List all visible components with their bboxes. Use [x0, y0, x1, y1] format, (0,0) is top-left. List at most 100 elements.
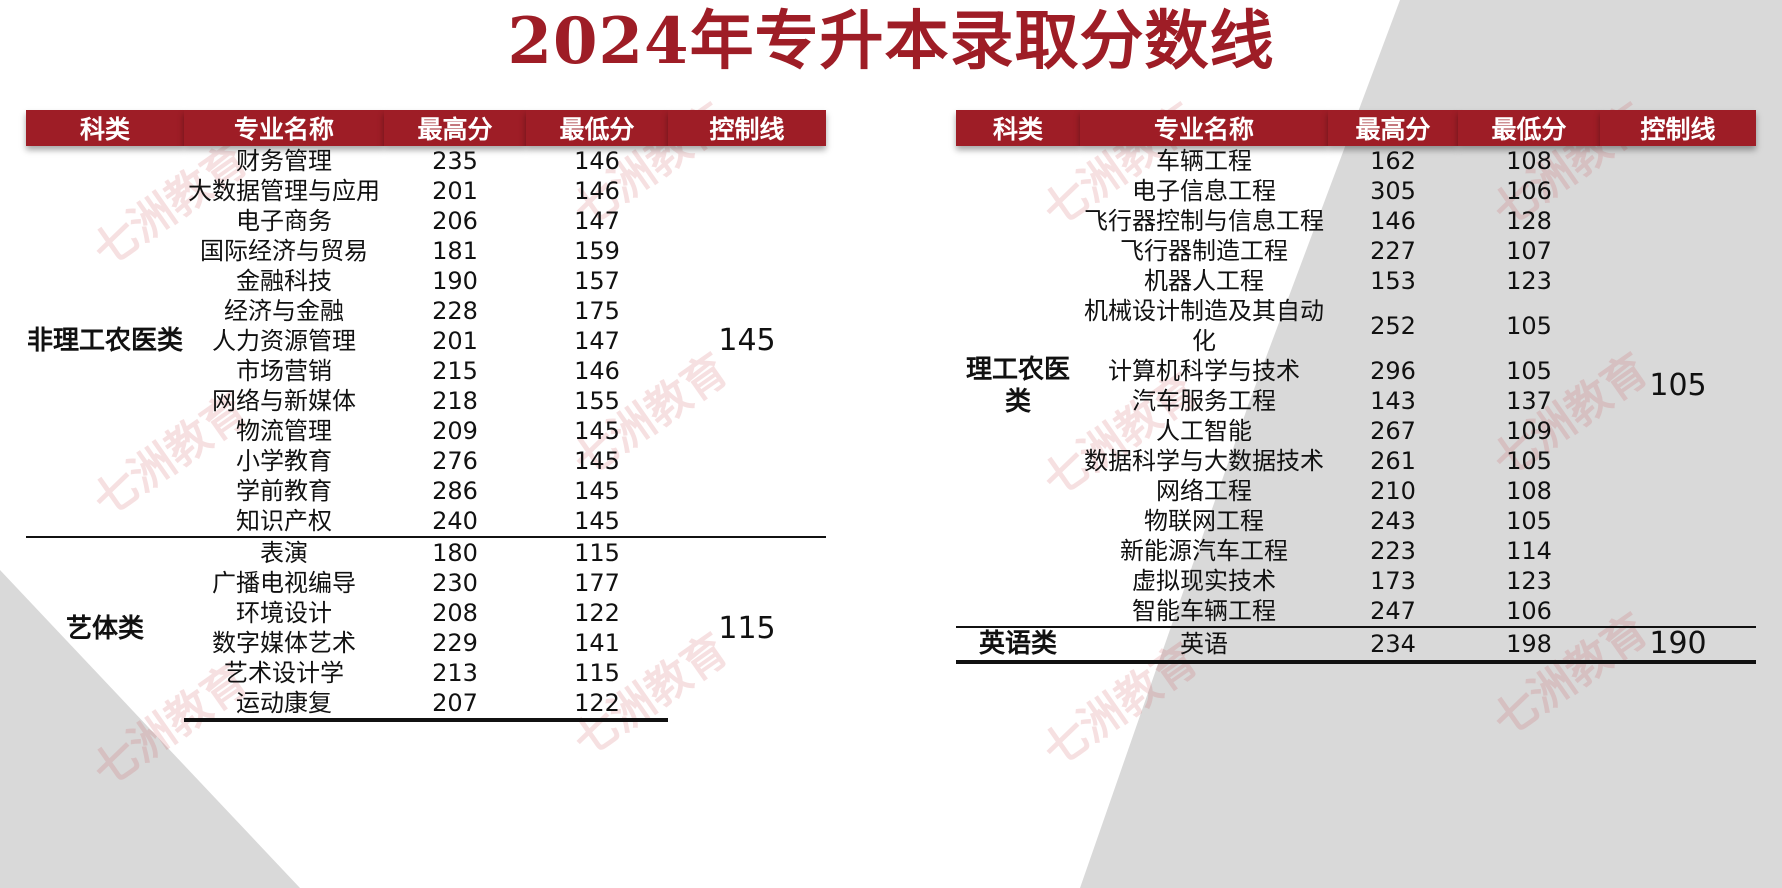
control-line-cell: 190: [1600, 626, 1756, 664]
min-score-cell: 106: [1506, 177, 1552, 205]
table-row: 经济与金融 228 175: [26, 296, 826, 326]
header-max-score: 最高分: [1328, 110, 1458, 146]
max-score-cell: 234: [1328, 626, 1458, 664]
header-major: 专业名称: [1080, 110, 1328, 146]
min-score-cell: 128: [1506, 207, 1552, 235]
table-row: 大数据管理与应用 201 146: [26, 176, 826, 206]
major-cell: 经济与金融: [224, 297, 344, 325]
min-score-cell: 145: [574, 417, 620, 445]
major-cell: 运动康复: [184, 688, 384, 722]
max-score-cell: 252: [1370, 312, 1416, 340]
table-row: 学前教育 286 145: [26, 476, 826, 506]
min-score-cell: 115: [526, 536, 668, 568]
table-row: 环境设计 208 122: [26, 598, 826, 628]
max-score-cell: 190: [432, 267, 478, 295]
min-score-cell: 123: [1506, 267, 1552, 295]
category-cell: 英语类: [956, 626, 1080, 664]
control-line-cell: 145: [718, 323, 776, 358]
min-score-cell: 141: [574, 629, 620, 657]
table-row: 英语类 英语 234 198 190: [956, 626, 1756, 664]
category-cell: 艺体类: [26, 536, 184, 720]
header-max-score: 最高分: [384, 110, 526, 146]
max-score-cell: 208: [432, 599, 478, 627]
table-row: 知识产权 240 145: [26, 506, 826, 537]
major-cell: 智能车辆工程: [1132, 597, 1276, 625]
table-row: 非理工农医类 财务管理 235 146 145: [26, 146, 826, 356]
min-score-cell: 159: [574, 237, 620, 265]
max-score-cell: 243: [1370, 507, 1416, 535]
max-score-cell: 210: [1370, 477, 1416, 505]
max-score-cell: 173: [1370, 567, 1416, 595]
max-score-cell: 227: [1370, 237, 1416, 265]
min-score-cell: 122: [574, 599, 620, 627]
min-score-cell: 147: [574, 327, 620, 355]
major-cell: 英语: [1080, 626, 1328, 664]
major-cell: 计算机科学与技术: [1108, 357, 1300, 385]
header-control-line: 控制线: [668, 110, 826, 146]
max-score-cell: 215: [432, 357, 478, 385]
table-row: 飞行器控制与信息工程 146 128: [956, 206, 1756, 236]
min-score-cell: 105: [1506, 507, 1552, 535]
table-row: 机器人工程 153 123: [956, 266, 1756, 296]
max-score-cell: 180: [384, 536, 526, 568]
max-score-cell: 181: [432, 237, 478, 265]
header-min-score: 最低分: [526, 110, 668, 146]
table-row: 理工农医类 车辆工程 162 108 105: [956, 146, 1756, 417]
max-score-cell: 207: [384, 688, 526, 722]
major-cell: 汽车服务工程: [1132, 387, 1276, 415]
min-score-cell: 175: [574, 297, 620, 325]
min-score-cell: 108: [1506, 477, 1552, 505]
min-score-cell: 107: [1506, 237, 1552, 265]
major-cell: 学前教育: [236, 477, 332, 505]
major-cell: 机械设计制造及其自动化: [1084, 297, 1324, 355]
major-cell: 电子信息工程: [1132, 177, 1276, 205]
major-cell: 数据科学与大数据技术: [1084, 447, 1324, 475]
max-score-cell: 286: [432, 477, 478, 505]
max-score-cell: 213: [432, 659, 478, 687]
table-row: 物流管理 209 145: [26, 416, 826, 446]
max-score-cell: 235: [432, 147, 478, 175]
right-score-table: 科类 专业名称 最高分 最低分 控制线 理工农医类 车辆工程 162 108 105 电子…: [956, 110, 1756, 664]
max-score-cell: 218: [432, 387, 478, 415]
major-cell: 市场营销: [236, 357, 332, 385]
max-score-cell: 305: [1370, 177, 1416, 205]
min-score-cell: 145: [574, 507, 620, 535]
major-cell: 小学教育: [236, 447, 332, 475]
max-score-cell: 230: [432, 569, 478, 597]
min-score-cell: 105: [1506, 312, 1552, 340]
min-score-cell: 157: [574, 267, 620, 295]
min-score-cell: 109: [1506, 417, 1552, 445]
max-score-cell: 240: [432, 507, 478, 535]
major-cell: 艺术设计学: [224, 659, 344, 687]
min-score-cell: 146: [574, 147, 620, 175]
header-min-score: 最低分: [1458, 110, 1600, 146]
min-score-cell: 146: [574, 357, 620, 385]
table-row: 网络与新媒体 218 155: [26, 386, 826, 416]
header-category: 科类: [956, 110, 1080, 146]
major-cell: 广播电视编导: [212, 569, 356, 597]
major-cell: 飞行器制造工程: [1120, 237, 1288, 265]
table-row: 国际经济与贸易 181 159: [26, 236, 826, 266]
max-score-cell: 201: [432, 327, 478, 355]
table-row: 金融科技 190 157: [26, 266, 826, 296]
table-row: 人力资源管理 201 147: [26, 326, 826, 356]
major-cell: 物联网工程: [1144, 507, 1264, 535]
major-cell: 网络工程: [1156, 477, 1252, 505]
table-row: 新能源汽车工程 223 114: [956, 536, 1756, 566]
major-cell: 环境设计: [236, 599, 332, 627]
max-score-cell: 209: [432, 417, 478, 445]
min-score-cell: 145: [574, 477, 620, 505]
min-score-cell: 105: [1506, 447, 1552, 475]
major-cell: 大数据管理与应用: [188, 177, 380, 205]
table-row: 人工智能 267 109: [956, 416, 1756, 446]
max-score-cell: 229: [432, 629, 478, 657]
page-title: 2024年专升本录取分数线: [507, 4, 1275, 79]
max-score-cell: 206: [432, 207, 478, 235]
table-row: 电子商务 206 147: [26, 206, 826, 236]
table-row: 飞行器制造工程 227 107: [956, 236, 1756, 266]
min-score-cell: 115: [574, 659, 620, 687]
max-score-cell: 228: [432, 297, 478, 325]
table-row: 计算机科学与技术 296 105: [956, 356, 1756, 386]
min-score-cell: 137: [1506, 387, 1552, 415]
min-score-cell: 145: [574, 447, 620, 475]
